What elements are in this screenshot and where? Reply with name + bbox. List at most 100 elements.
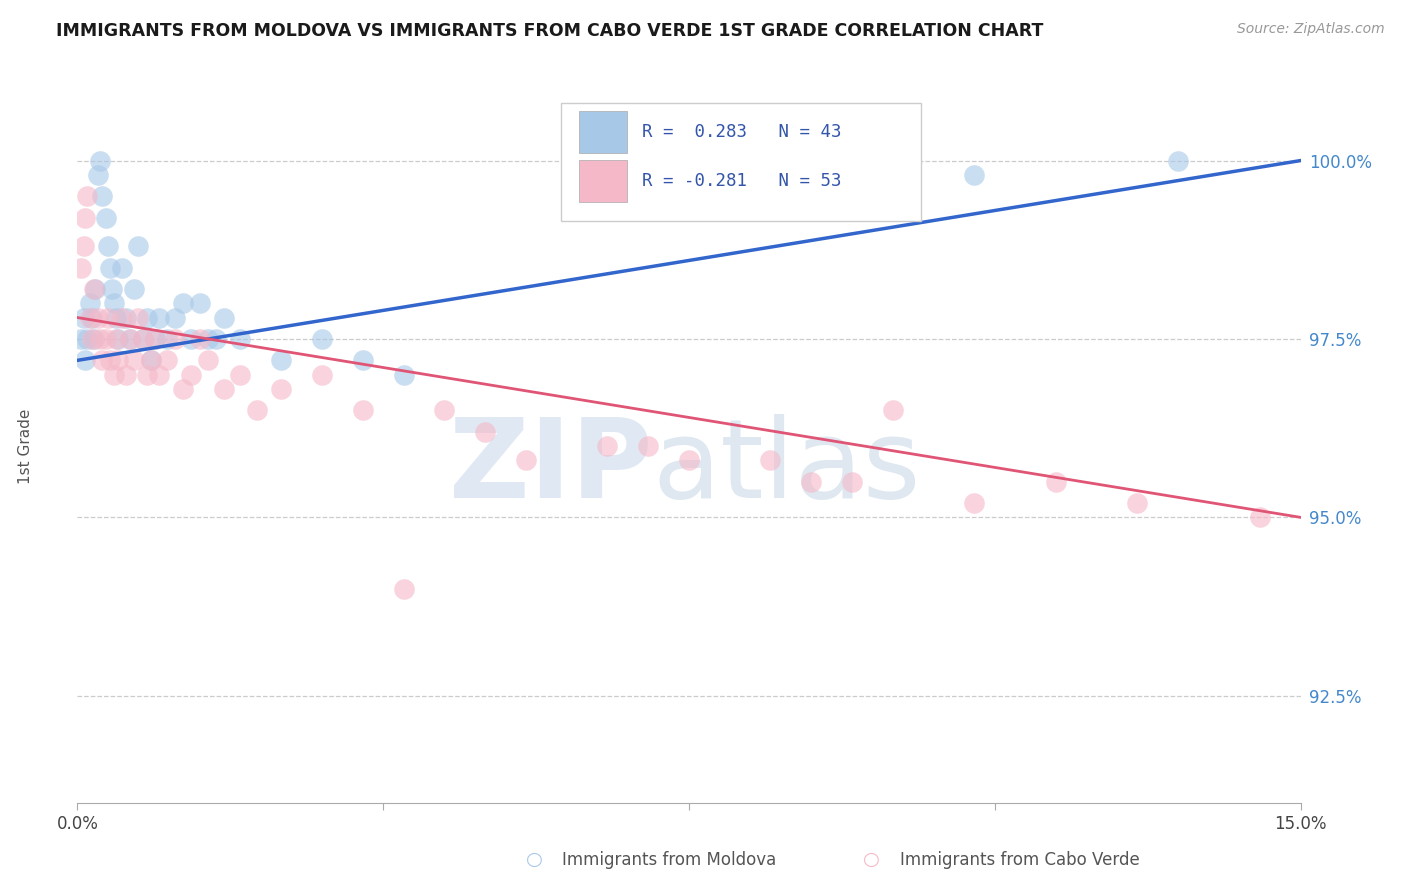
Point (135, 310, 157, 325)
Point (87, 168, 110, 182)
Point (352, 403, 374, 417)
Point (596, 439, 619, 453)
Point (120, 332, 142, 346)
Point (139, 353, 162, 368)
Point (156, 353, 179, 368)
Point (212, 382, 235, 396)
Point (84, 282, 107, 296)
Point (515, 453, 537, 467)
Point (172, 382, 194, 396)
Point (73, 310, 96, 325)
Point (70, 260, 93, 275)
Text: Immigrants from Moldova: Immigrants from Moldova (562, 851, 776, 869)
Point (474, 425, 496, 439)
Point (148, 368, 170, 382)
Point (963, 496, 986, 510)
Point (165, 332, 187, 346)
Point (246, 403, 269, 417)
Point (76, 332, 98, 346)
Point (172, 296, 194, 310)
Point (180, 332, 202, 346)
Point (180, 368, 202, 382)
Point (75, 211, 97, 225)
Point (1045, 475, 1067, 489)
Point (97, 239, 120, 253)
Point (124, 353, 146, 368)
Point (131, 332, 153, 346)
Point (205, 332, 228, 346)
Point (1249, 510, 1271, 524)
Point (392, 582, 415, 596)
Point (433, 403, 456, 417)
Point (963, 168, 986, 182)
Point (188, 332, 211, 346)
Point (89, 153, 111, 168)
Point (90, 353, 112, 368)
Point (197, 332, 219, 346)
Point (128, 239, 150, 253)
Point (90, 189, 112, 203)
Point (139, 353, 162, 368)
Point (188, 296, 211, 310)
Text: R =  0.283   N = 43: R = 0.283 N = 43 (643, 123, 842, 141)
FancyBboxPatch shape (579, 111, 627, 153)
Point (98, 260, 121, 275)
Point (841, 475, 863, 489)
Point (76, 189, 98, 203)
Point (105, 332, 128, 346)
Point (79, 296, 101, 310)
Point (75, 353, 97, 368)
Point (229, 368, 252, 382)
Text: R = -0.281   N = 53: R = -0.281 N = 53 (643, 172, 842, 190)
Point (270, 353, 292, 368)
Point (79, 310, 101, 325)
Point (392, 368, 415, 382)
Point (100, 282, 122, 296)
Point (103, 368, 125, 382)
Point (97, 310, 120, 325)
Text: ○: ○ (526, 850, 543, 870)
Point (98, 353, 121, 368)
Point (156, 332, 179, 346)
Point (352, 353, 374, 368)
Point (759, 453, 782, 467)
Point (143, 332, 166, 346)
Point (148, 310, 170, 325)
Point (1167, 153, 1189, 168)
Point (800, 475, 823, 489)
Point (135, 368, 157, 382)
Point (131, 332, 153, 346)
Point (87, 310, 110, 325)
Point (73, 239, 96, 253)
Point (311, 368, 333, 382)
Point (111, 260, 134, 275)
Point (311, 332, 333, 346)
Text: ○: ○ (863, 850, 880, 870)
Point (270, 382, 292, 396)
Text: 1st Grade: 1st Grade (18, 409, 34, 483)
Point (165, 310, 187, 325)
Point (80, 332, 103, 346)
Point (115, 368, 138, 382)
Point (637, 439, 659, 453)
Point (197, 353, 219, 368)
Point (103, 296, 125, 310)
Text: atlas: atlas (652, 414, 921, 521)
Point (678, 453, 700, 467)
Point (212, 310, 235, 325)
Text: ZIP: ZIP (449, 414, 652, 521)
Point (229, 332, 252, 346)
Text: Source: ZipAtlas.com: Source: ZipAtlas.com (1237, 22, 1385, 37)
Point (80, 310, 103, 325)
Point (115, 310, 138, 325)
Point (882, 403, 904, 417)
Point (94, 332, 117, 346)
Point (107, 353, 129, 368)
Point (143, 332, 166, 346)
FancyBboxPatch shape (561, 103, 921, 221)
Point (89, 332, 111, 346)
Point (105, 310, 128, 325)
Point (111, 310, 134, 325)
Point (124, 282, 146, 296)
FancyBboxPatch shape (579, 161, 627, 202)
